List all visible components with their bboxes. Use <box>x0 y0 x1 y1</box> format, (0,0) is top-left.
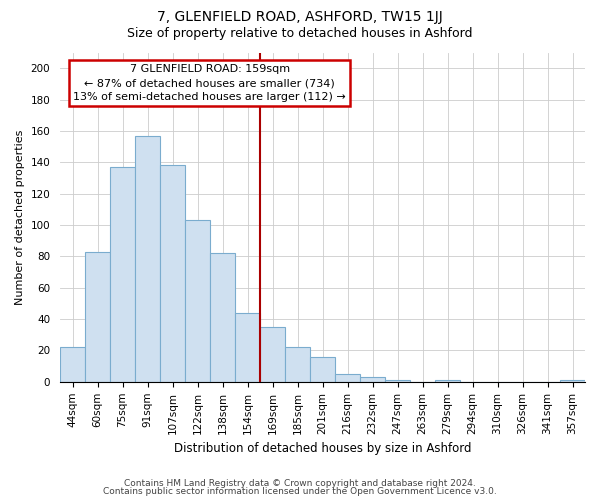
Bar <box>285 348 310 382</box>
Bar <box>360 377 385 382</box>
Text: Contains public sector information licensed under the Open Government Licence v3: Contains public sector information licen… <box>103 487 497 496</box>
Bar <box>385 380 410 382</box>
Bar <box>210 253 235 382</box>
Text: Size of property relative to detached houses in Ashford: Size of property relative to detached ho… <box>127 28 473 40</box>
Bar <box>160 166 185 382</box>
Y-axis label: Number of detached properties: Number of detached properties <box>15 130 25 305</box>
X-axis label: Distribution of detached houses by size in Ashford: Distribution of detached houses by size … <box>174 442 471 455</box>
Bar <box>185 220 210 382</box>
Bar <box>60 348 85 382</box>
Bar <box>560 380 585 382</box>
Bar <box>135 136 160 382</box>
Text: 7, GLENFIELD ROAD, ASHFORD, TW15 1JJ: 7, GLENFIELD ROAD, ASHFORD, TW15 1JJ <box>157 10 443 24</box>
Bar <box>260 327 285 382</box>
Text: Contains HM Land Registry data © Crown copyright and database right 2024.: Contains HM Land Registry data © Crown c… <box>124 478 476 488</box>
Bar <box>110 167 135 382</box>
Text: 7 GLENFIELD ROAD: 159sqm
← 87% of detached houses are smaller (734)
13% of semi-: 7 GLENFIELD ROAD: 159sqm ← 87% of detach… <box>73 64 346 102</box>
Bar <box>235 313 260 382</box>
Bar <box>310 356 335 382</box>
Bar <box>335 374 360 382</box>
Bar <box>85 252 110 382</box>
Bar <box>435 380 460 382</box>
